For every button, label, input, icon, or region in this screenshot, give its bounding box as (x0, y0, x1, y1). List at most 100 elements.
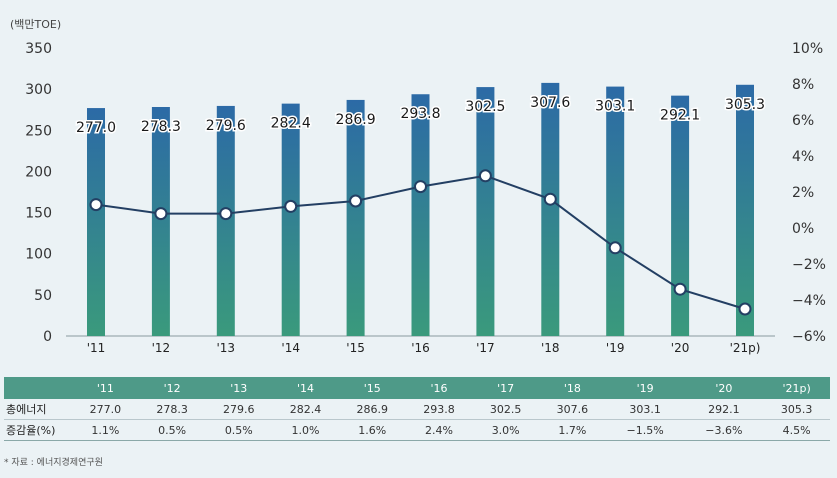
table-header-cell: '13 (205, 377, 273, 399)
bar-value-label: 279.6 (206, 118, 246, 134)
x-tick-label: '19 (606, 341, 625, 355)
y-left-tick-label: 200 (25, 164, 52, 180)
y-right-tick-label: 2% (792, 185, 814, 201)
bar-value-label: 292.1 (660, 108, 700, 124)
bar (87, 108, 105, 336)
y-right-tick-label: 0% (792, 221, 814, 237)
y-left-tick-label: 0 (43, 329, 52, 345)
bar-value-label: 305.3 (725, 97, 765, 113)
table-cell: 282.4 (272, 399, 339, 420)
growth-rate-point (673, 282, 687, 296)
y-left-axis-label: (백만TOE) (10, 18, 61, 31)
table-cell: 4.5% (763, 419, 830, 441)
table-header-cell: '18 (539, 377, 606, 399)
bar (411, 94, 430, 336)
table-cell: 278.3 (138, 399, 206, 420)
bar (151, 106, 170, 336)
growth-rate-point (478, 169, 492, 183)
x-tick-label: '13 (217, 341, 236, 355)
table-cell: 0.5% (205, 419, 273, 441)
growth-rate-point (219, 207, 233, 221)
bar-value-label: 278.3 (141, 119, 181, 135)
growth-rate-point (284, 199, 298, 213)
x-tick-label: '14 (281, 341, 300, 355)
bar (671, 95, 690, 336)
table-cell: 1.1% (72, 419, 139, 441)
bar (281, 103, 300, 336)
table-cell: 1.7% (539, 419, 606, 441)
y-right-tick-label: 6% (792, 113, 814, 129)
table-cell: 2.4% (405, 419, 473, 441)
table-row-total-energy: 총에너지 277.0 278.3 279.6 282.4 286.9 293.8… (4, 399, 830, 420)
table-cell: 1.6% (338, 419, 406, 441)
table-cell: 303.1 (605, 399, 685, 420)
y-right-tick-label: −4% (792, 293, 826, 309)
x-tick-label: '11 (87, 341, 106, 355)
row-label: 증감율(%) (4, 419, 72, 441)
data-table: '11 '12 '13 '14 '15 '16 '17 '18 '19 '20 … (4, 377, 830, 441)
x-tick-label: '20 (671, 341, 690, 355)
bar (476, 87, 495, 336)
bar-value-label: 307.6 (530, 95, 570, 111)
table-header-blank (4, 377, 72, 399)
y-right-tick-label: 10% (792, 41, 823, 57)
bar (541, 82, 560, 336)
table-header-cell: '15 (338, 377, 406, 399)
table-header-cell: '19 (605, 377, 685, 399)
y-left-tick-label: 150 (25, 206, 52, 222)
table-header-cell: '14 (272, 377, 339, 399)
bar (346, 99, 365, 336)
y-left-tick-label: 350 (25, 41, 52, 57)
table-header-cell: '17 (472, 377, 540, 399)
growth-rate-point (349, 194, 363, 208)
y-right-tick-label: 8% (792, 77, 814, 93)
y-left-tick-label: 300 (25, 82, 52, 98)
table-header-cell: '16 (405, 377, 473, 399)
table-cell: 0.5% (138, 419, 206, 441)
bar-value-label: 286.9 (336, 112, 376, 128)
bar-value-label: 277.0 (76, 120, 116, 136)
table-cell: −1.5% (605, 419, 685, 441)
table-cell: 292.1 (684, 399, 764, 420)
table-cell: 293.8 (405, 399, 473, 420)
x-tick-label: '18 (541, 341, 560, 355)
growth-rate-point (89, 198, 103, 212)
bar (606, 86, 625, 336)
table-cell: 302.5 (472, 399, 540, 420)
x-tick-label: '17 (476, 341, 495, 355)
bar-value-label: 302.5 (465, 99, 505, 115)
growth-rate-point (608, 241, 622, 255)
bar (736, 84, 754, 337)
x-tick-label: '16 (411, 341, 430, 355)
source-note: * 자료 : 에너지경제연구원 (4, 458, 103, 468)
table-cell: 279.6 (205, 399, 273, 420)
table-cell: 305.3 (763, 399, 830, 420)
table-cell: −3.6% (684, 419, 764, 441)
energy-chart: (백만TOE) 350 300 250 200 150 100 50 0 10% 8% 6% 4% 2… (10, 18, 826, 355)
table-header-cell: '21p) (763, 377, 830, 399)
y-right-tick-label: 4% (792, 149, 814, 165)
table-row-growth-rate: 증감율(%) 1.1% 0.5% 0.5% 1.0% 1.6% 2.4% 3.0… (4, 419, 830, 441)
growth-rate-point (154, 207, 168, 221)
x-tick-label: '12 (152, 341, 171, 355)
growth-rate-point (738, 302, 752, 316)
row-label: 총에너지 (4, 399, 72, 420)
table-cell: 1.0% (272, 419, 339, 441)
growth-rate-point (543, 192, 557, 206)
table-cell: 307.6 (539, 399, 606, 420)
bar-value-label: 282.4 (271, 116, 311, 132)
y-right-tick-label: −6% (792, 329, 826, 345)
y-left-tick-label: 100 (25, 247, 52, 263)
table-header-cell: '12 (138, 377, 206, 399)
y-right-tick-label: −2% (792, 257, 826, 273)
table-header-cell: '20 (684, 377, 764, 399)
bar (216, 105, 235, 337)
growth-rate-point (414, 180, 427, 194)
bar-value-label: 293.8 (400, 106, 440, 122)
table-header-row: '11 '12 '13 '14 '15 '16 '17 '18 '19 '20 … (4, 377, 830, 399)
table-cell: 286.9 (338, 399, 406, 420)
x-tick-label: '15 (346, 341, 365, 355)
bar-value-label: 303.1 (595, 99, 635, 115)
table-cell: 277.0 (72, 399, 139, 420)
y-left-tick-label: 250 (25, 123, 52, 139)
